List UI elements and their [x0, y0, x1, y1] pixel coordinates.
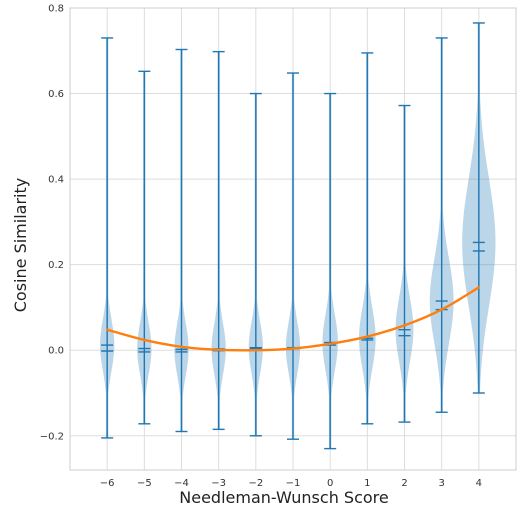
x-tick-label: 3 — [438, 478, 444, 489]
x-tick-label: −1 — [286, 478, 301, 489]
tick-labels: −6 −5 −4 −3 −2 −1 0 1 2 3 4 −0.2 0.0 0.2 0.4 0.6 0.8 — [40, 4, 482, 490]
violin — [462, 22, 496, 394]
x-tick-label: 4 — [476, 478, 482, 489]
fit-line — [105, 286, 481, 352]
y-axis-title: Cosine Similarity — [11, 178, 30, 312]
y-tick-label: 0.4 — [48, 175, 64, 186]
violin — [100, 37, 115, 439]
y-tick-label: −0.2 — [40, 431, 64, 442]
violin — [359, 52, 376, 425]
x-axis-title: Needleman-Wunsch Score — [179, 488, 388, 507]
x-tick-label: −5 — [137, 478, 152, 489]
x-tick-label: −4 — [174, 478, 189, 489]
fit-layer — [105, 286, 481, 352]
violin — [174, 48, 189, 433]
x-tick-label: 0 — [327, 478, 333, 489]
violin — [429, 37, 454, 413]
plot-frame — [69, 7, 517, 471]
violin — [137, 70, 152, 425]
x-tick-label: −3 — [211, 478, 226, 489]
y-tick-label: 0.6 — [48, 89, 64, 100]
x-tick-label: 2 — [401, 478, 407, 489]
y-tick-label: 0.8 — [48, 4, 64, 15]
violin — [211, 50, 226, 431]
y-tick-label: 0.0 — [48, 346, 64, 357]
y-tick-label: 0.2 — [48, 260, 64, 271]
x-tick-label: 1 — [364, 478, 370, 489]
x-tick-label: −2 — [248, 478, 263, 489]
violin — [285, 72, 301, 440]
plot-border — [69, 7, 517, 471]
violin — [395, 104, 414, 423]
violin-layer — [100, 22, 496, 450]
violin — [322, 92, 338, 450]
x-tick-label: −6 — [100, 478, 115, 489]
